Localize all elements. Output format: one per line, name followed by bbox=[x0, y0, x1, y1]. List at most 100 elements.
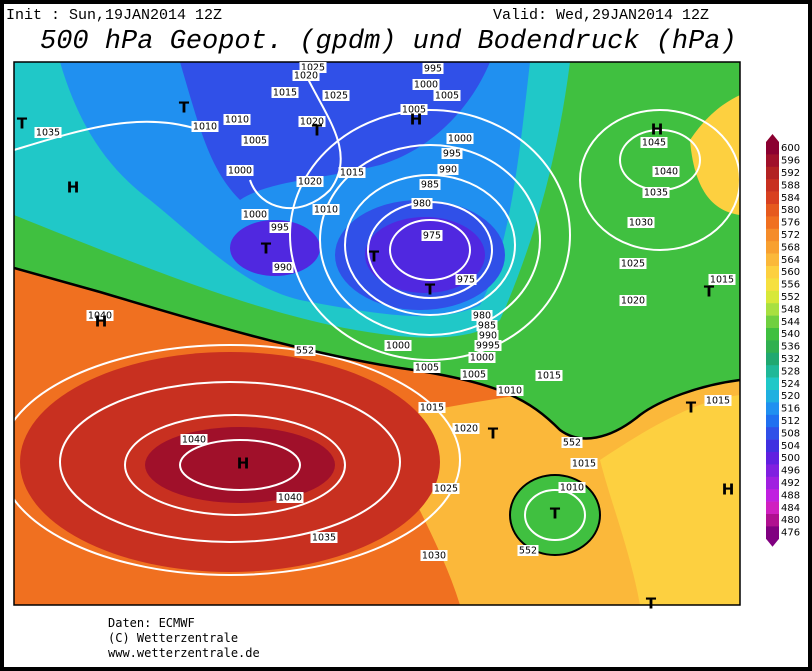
field-light-yellow bbox=[600, 395, 740, 605]
isobar-label: 1020 bbox=[621, 296, 645, 307]
isobar-label-box bbox=[496, 385, 524, 396]
isobar-label: 1005 bbox=[243, 136, 267, 147]
isobar-label: 1010 bbox=[314, 205, 338, 216]
isobar-label-box bbox=[296, 176, 324, 187]
isobar-label: 1000 bbox=[386, 341, 410, 352]
isobar-label-box bbox=[477, 330, 499, 341]
isobar-label: 1005 bbox=[402, 105, 426, 116]
colorbar-label: 544 bbox=[781, 317, 800, 328]
pressure-center: H bbox=[67, 179, 80, 197]
pressure-center: T bbox=[704, 283, 715, 301]
colorbar-swatch bbox=[766, 328, 779, 341]
isobar-label: 1025 bbox=[301, 63, 325, 74]
isobar-label: 1000 bbox=[470, 353, 494, 364]
colorbar-swatch bbox=[766, 452, 779, 465]
isobar-label: 1045 bbox=[642, 138, 666, 149]
colorbar-label: 540 bbox=[781, 329, 800, 340]
isobar-label-box bbox=[474, 340, 502, 351]
colorbar-tip-top bbox=[766, 134, 779, 142]
colorbar-swatch bbox=[766, 427, 779, 440]
isobar-label: 1015 bbox=[710, 275, 734, 286]
colorbar-swatch bbox=[766, 340, 779, 354]
isobar-label: 980 bbox=[473, 311, 491, 322]
isobar-label: 1035 bbox=[312, 533, 336, 544]
colorbar-label: 580 bbox=[781, 205, 800, 216]
isobar-label-box bbox=[561, 437, 583, 448]
isobar-label: 995 bbox=[424, 64, 442, 75]
colorbar-label: 532 bbox=[781, 354, 800, 365]
isobar-label: 1025 bbox=[434, 484, 458, 495]
isobar-label-box bbox=[627, 217, 655, 228]
colorbar-swatch bbox=[766, 514, 779, 527]
pressure-center: T bbox=[550, 505, 561, 523]
colorbar-swatch bbox=[766, 266, 779, 279]
colorbar-label: 516 bbox=[781, 404, 800, 415]
colorbar-label: 556 bbox=[781, 280, 800, 291]
colorbar-swatch bbox=[766, 253, 779, 267]
colorbar-label: 480 bbox=[781, 515, 800, 526]
isobar-label-box bbox=[292, 70, 320, 81]
isobar-label: 1020 bbox=[294, 71, 318, 82]
pressure-center: H bbox=[651, 121, 664, 139]
isobar-label: 552 bbox=[296, 346, 314, 357]
colorbar-swatch bbox=[766, 414, 779, 428]
isobar-label: 1010 bbox=[498, 386, 522, 397]
colorbar-label: 564 bbox=[781, 255, 800, 266]
colorbar-swatch bbox=[766, 489, 779, 502]
isobar-label-box bbox=[180, 434, 208, 445]
isobar-label: 1025 bbox=[621, 259, 645, 270]
isobar-label-box bbox=[384, 340, 412, 351]
colorbar-label: 508 bbox=[781, 428, 800, 439]
colorbar-swatch bbox=[766, 142, 779, 155]
colorbar-label: 548 bbox=[781, 304, 800, 315]
isobar-label-box bbox=[535, 370, 563, 381]
colorbar-swatch bbox=[766, 154, 779, 168]
isobar-label-box bbox=[338, 167, 366, 178]
isobar-label-box bbox=[432, 483, 460, 494]
colorbar-swatch bbox=[766, 228, 779, 242]
isobar-label: 1000 bbox=[243, 210, 267, 221]
isobar-label-box bbox=[312, 204, 340, 215]
colorbar-swatch bbox=[766, 191, 779, 205]
isobar-label-box bbox=[271, 87, 299, 98]
isobar-label: 1015 bbox=[706, 396, 730, 407]
map-frame bbox=[13, 61, 741, 606]
isobar-label: 1040 bbox=[88, 311, 112, 322]
isobar-label-box bbox=[708, 274, 736, 285]
colorbar-swatch bbox=[766, 464, 779, 478]
colorbar-label: 492 bbox=[781, 478, 800, 489]
isobar-label: 1035 bbox=[36, 128, 60, 139]
pressure-center: T bbox=[312, 122, 323, 140]
isobar-label: 1005 bbox=[462, 370, 486, 381]
isobar-label-box bbox=[437, 164, 459, 175]
isobar-label-box bbox=[619, 258, 647, 269]
colorbar-label: 484 bbox=[781, 503, 800, 514]
colorbar-swatch bbox=[766, 241, 779, 254]
isobar-label-box bbox=[272, 262, 294, 273]
isobar-label: 975 bbox=[457, 275, 475, 286]
colorbar-tip-bottom bbox=[766, 538, 779, 547]
colorbar-label: 496 bbox=[781, 466, 800, 477]
isobar-label-box bbox=[299, 62, 327, 73]
isobar-label-box bbox=[411, 198, 433, 209]
isobar-label-box bbox=[34, 127, 62, 138]
isobar-label-box bbox=[570, 458, 598, 469]
colorbar-label: 568 bbox=[781, 242, 800, 253]
isobar-label: 1010 bbox=[225, 115, 249, 126]
colorbar-swatch bbox=[766, 402, 779, 416]
colorbar-swatch bbox=[766, 204, 779, 217]
field-high-core bbox=[145, 427, 335, 503]
isobar-label-box bbox=[421, 230, 443, 241]
map-title: 500 hPa Geopot. (gpdm) und Bodendruck (h… bbox=[40, 27, 737, 57]
pressure-center: T bbox=[425, 281, 436, 299]
isobar-label: 9995 bbox=[476, 341, 500, 352]
isobar-label-box bbox=[446, 133, 474, 144]
colorbar-label: 552 bbox=[781, 292, 800, 303]
colorbar-label: 592 bbox=[781, 168, 800, 179]
pressure-center: H bbox=[722, 481, 735, 499]
isobar-label: 1015 bbox=[537, 371, 561, 382]
isobar-label-box bbox=[412, 79, 440, 90]
colorbar-label: 488 bbox=[781, 490, 800, 501]
